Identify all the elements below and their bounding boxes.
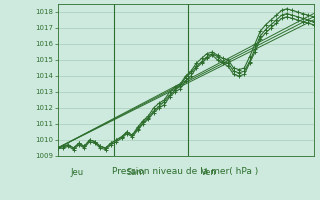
Text: Sam: Sam <box>127 168 145 177</box>
Text: Jeu: Jeu <box>70 168 84 177</box>
X-axis label: Pression niveau de la mer( hPa ): Pression niveau de la mer( hPa ) <box>112 167 259 176</box>
Text: Ven: Ven <box>201 168 217 177</box>
